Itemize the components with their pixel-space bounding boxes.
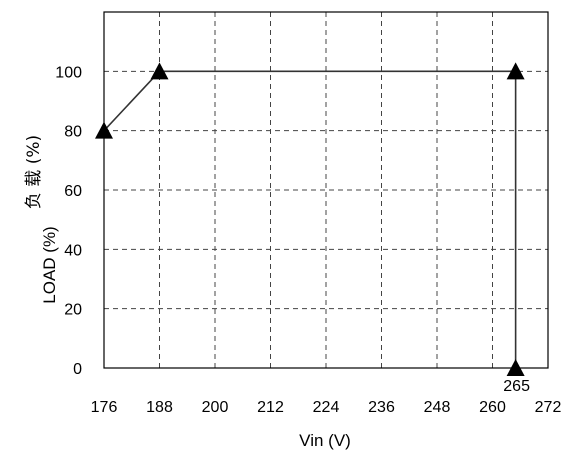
grid-lines	[104, 12, 548, 368]
data-point-marker	[150, 62, 169, 80]
x-tick-label: 224	[313, 399, 340, 416]
x-tick-label: 260	[479, 399, 506, 416]
x-tick-labels: 176 188 200 212 224 236 248 260 272	[91, 399, 562, 416]
x-tick-label: 200	[202, 399, 229, 416]
x-tick-label: 236	[368, 399, 395, 416]
series-line	[103, 70, 517, 368]
y-tick-label: 60	[64, 183, 82, 200]
x-tick-label: 272	[535, 399, 562, 416]
y-tick-label: 40	[64, 242, 82, 259]
y-axis-title-cn: 负 载 (%)	[24, 135, 44, 209]
x-tick-label: 176	[91, 399, 118, 416]
y-axis-title: LOAD (%)	[40, 226, 59, 303]
plot-frame	[103, 11, 549, 369]
x-axis-title: Vin (V)	[299, 431, 351, 450]
y-tick-label: 100	[55, 64, 82, 81]
annotation-label: 265	[503, 378, 530, 395]
x-tick-label: 188	[146, 399, 173, 416]
x-tick-label: 248	[424, 399, 451, 416]
x-tick-label: 212	[257, 399, 284, 416]
annotations: 265	[503, 378, 530, 395]
y-tick-label: 80	[64, 124, 82, 141]
y-tick-label: 0	[73, 361, 82, 378]
y-tick-labels: 0 20 40 60 80 100	[55, 64, 82, 378]
y-tick-label: 20	[64, 302, 82, 319]
data-point-marker	[506, 62, 525, 80]
